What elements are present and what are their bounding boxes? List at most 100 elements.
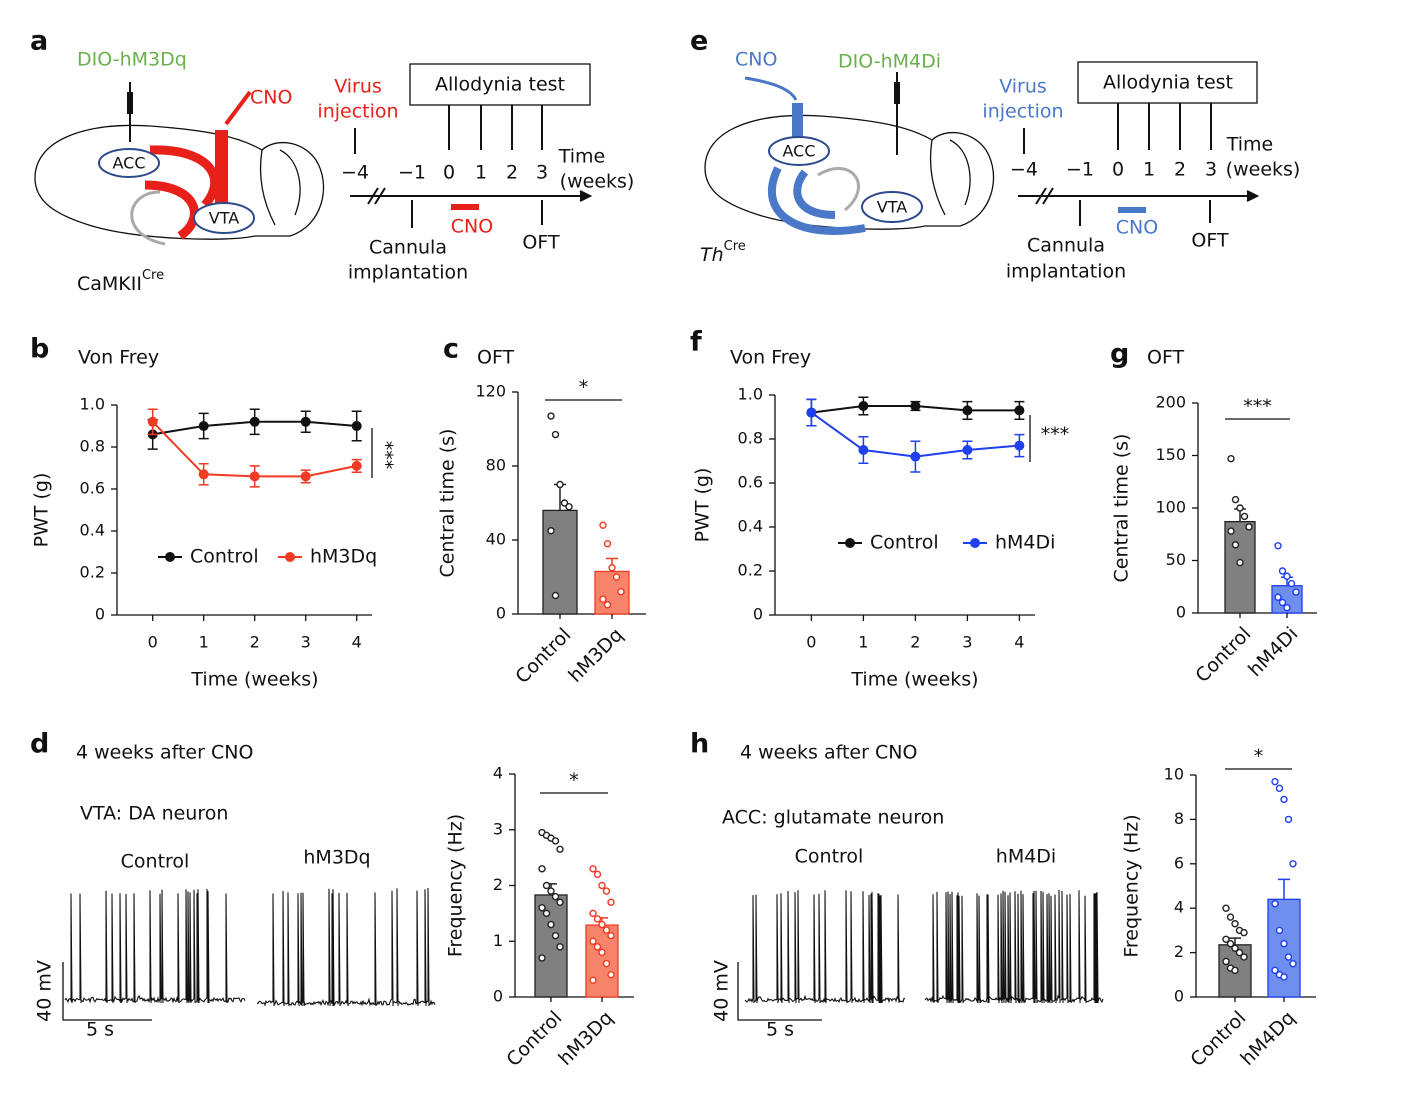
y-tick-label: 0.4 xyxy=(80,521,105,540)
cno-label: CNO xyxy=(735,49,777,71)
x-tick-label: 4 xyxy=(352,633,362,652)
x-tick-label: 2 xyxy=(250,633,260,652)
error-bar xyxy=(1229,937,1241,945)
data-point xyxy=(547,527,555,535)
data-point xyxy=(1284,815,1293,824)
data-point xyxy=(602,887,611,895)
voltage-trace xyxy=(256,887,436,1007)
legend-label: hM3Dq xyxy=(310,546,377,568)
data-point xyxy=(1222,957,1230,966)
data-point xyxy=(551,837,560,845)
x-tick-label: Control xyxy=(502,1007,566,1071)
data-point xyxy=(598,948,606,957)
data-point xyxy=(1289,860,1297,868)
legend-marker xyxy=(165,552,175,562)
projection-arrow xyxy=(149,145,220,208)
data-point xyxy=(603,540,612,548)
time-tick: −1 xyxy=(398,162,426,184)
y-tick-label: 0 xyxy=(1174,987,1184,1006)
data-point xyxy=(602,959,611,968)
significance-label: * xyxy=(1254,746,1264,768)
data-point xyxy=(542,909,551,918)
mouse-name: Th xyxy=(700,244,724,266)
data-point xyxy=(198,421,209,431)
cno-bar-label: CNO xyxy=(1116,217,1158,239)
y-tick-label: 80 xyxy=(486,456,506,475)
data-point xyxy=(1274,542,1282,550)
cannula-label: Cannula xyxy=(1027,235,1105,257)
bar xyxy=(542,509,578,615)
data-point xyxy=(300,416,311,427)
region xyxy=(193,202,255,234)
group-label: hM4Di xyxy=(996,846,1056,868)
data-point xyxy=(598,920,606,929)
x-tick-label: hM3Dq xyxy=(554,1007,617,1070)
syringe-body xyxy=(894,82,900,104)
scale-label: 40 mV xyxy=(711,960,733,1022)
mouse-line: CaMKIICre xyxy=(77,268,164,295)
y-tick-label: 0 xyxy=(753,605,763,624)
data-point xyxy=(1226,940,1235,948)
data-point xyxy=(589,865,597,873)
time-label: Time xyxy=(1226,134,1274,156)
cno-bar-label: CNO xyxy=(451,216,493,238)
data-point xyxy=(249,416,260,427)
data-point xyxy=(910,401,921,411)
panel-letter: f xyxy=(690,327,702,358)
group-label: hM3Dq xyxy=(303,847,370,869)
cell-label: VTA: DA neuron xyxy=(80,803,228,825)
data-point xyxy=(547,920,555,929)
y-tick-label: 40 xyxy=(486,530,506,549)
data-point xyxy=(593,870,602,879)
data-point xyxy=(1283,572,1291,580)
data-point xyxy=(147,416,158,427)
data-point xyxy=(1231,541,1240,549)
data-point xyxy=(598,881,606,890)
data-point xyxy=(1245,523,1253,531)
data-point xyxy=(538,904,546,912)
error-bar xyxy=(1278,878,1290,900)
region-label: ACC xyxy=(112,154,145,173)
significance-label: *** xyxy=(1243,396,1272,418)
panel-letter: a xyxy=(30,26,48,57)
data-point xyxy=(556,480,564,489)
data-point xyxy=(300,471,311,482)
y-tick-label: 2 xyxy=(493,875,503,894)
mouse-sup: Cre xyxy=(724,239,746,254)
data-point xyxy=(1284,953,1293,961)
data-point xyxy=(551,430,560,439)
y-tick-label: 4 xyxy=(493,764,503,783)
x-tick-label: 3 xyxy=(301,633,311,652)
y-tick-label: 3 xyxy=(493,819,503,838)
time-label: (weeks) xyxy=(1226,159,1301,181)
data-point xyxy=(602,926,611,934)
time-tick: 3 xyxy=(536,162,548,184)
y-tick-label: 1.0 xyxy=(80,395,105,414)
panel-letter: h xyxy=(690,729,709,760)
data-point xyxy=(542,881,551,890)
data-point xyxy=(608,564,616,572)
data-point xyxy=(1240,512,1249,521)
cannula-label: implantation xyxy=(348,262,468,284)
data-point xyxy=(1292,588,1300,596)
x-tick-label: Control xyxy=(1186,1007,1250,1071)
data-point xyxy=(910,451,921,462)
x-tick-label: hM4Di xyxy=(1244,623,1302,681)
data-point xyxy=(1278,567,1287,575)
y-tick-label: 10 xyxy=(1164,765,1184,784)
y-axis-label: Frequency (Hz) xyxy=(445,814,467,957)
y-tick-label: 0.2 xyxy=(738,561,763,580)
virus-label: Virus xyxy=(999,76,1047,98)
data-point xyxy=(1240,928,1248,937)
y-tick-label: 1 xyxy=(493,931,503,950)
panel-h: h 4 weeks after CNO ACC: glutamate neuro… xyxy=(690,729,1056,1041)
data-point xyxy=(1235,948,1244,957)
time-tick: 3 xyxy=(1205,159,1217,181)
y-tick-label: 0.6 xyxy=(738,473,763,492)
y-tick-label: 150 xyxy=(1155,445,1186,464)
data-point xyxy=(565,503,573,511)
region-label: VTA xyxy=(209,209,239,228)
y-tick-label: 0 xyxy=(496,604,506,623)
construct: DIO-hM4Di xyxy=(838,51,941,73)
bar xyxy=(1224,521,1256,614)
